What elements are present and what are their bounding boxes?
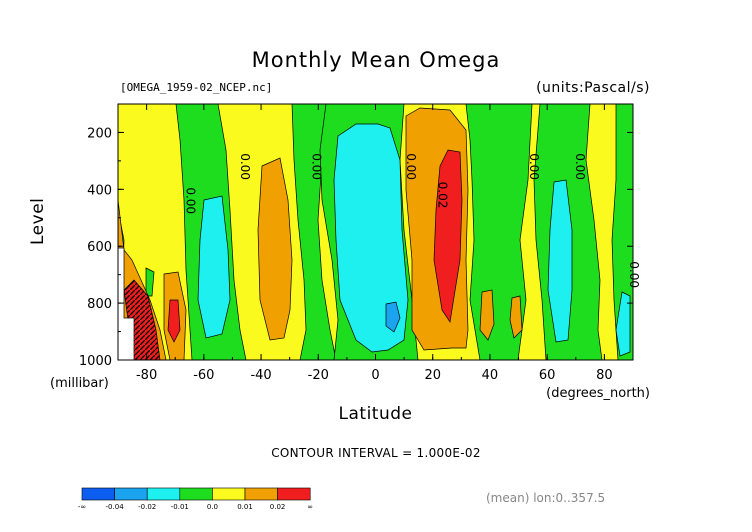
contour-labels: 0.00 0.00 0.00 0.00 0.02 0.00 0.00 0.00: [184, 153, 641, 288]
colorbar-label: -0.02: [138, 503, 156, 511]
y-tick-label: 1000: [79, 354, 112, 369]
colorbar-label: 0.0: [207, 503, 218, 511]
x-tick-label: -20: [308, 368, 329, 383]
colorbar-swatch: [277, 487, 311, 501]
source-file-label: [OMEGA_1959-02_NCEP.nc]: [120, 81, 273, 94]
x-tick-label: 40: [482, 368, 499, 383]
y-ticks: 200 400 600 800 1000: [79, 103, 633, 369]
contour-label: 0.00: [627, 261, 641, 288]
y-tick-label: 400: [87, 183, 112, 198]
x-tick-label: -60: [193, 368, 214, 383]
band-cyan-south: [197, 195, 231, 339]
colorbar-label: -0.01: [171, 503, 189, 511]
colorbar-label: -0.04: [106, 503, 125, 511]
x-axis-label: Latitude: [338, 404, 413, 424]
colorbar-swatch: [114, 487, 148, 501]
contour-label: 0.00: [527, 153, 541, 180]
x-tick-label: 0: [371, 368, 379, 383]
y-tick-label: 200: [87, 126, 112, 141]
contour-label: 0.02: [435, 182, 449, 209]
units-label: (units:Pascal/s): [536, 80, 650, 96]
x-tick-label: -40: [250, 368, 271, 383]
colorbar-label: 0.01: [237, 503, 253, 511]
band-orange-midlat: [257, 157, 293, 341]
chart-title: Monthly Mean Omega: [251, 48, 501, 72]
colorbar-swatch: [212, 487, 246, 501]
x-tick-label: 60: [539, 368, 556, 383]
colorbar-label: ∞: [307, 503, 313, 511]
band-cyan-tropics: [333, 123, 409, 353]
missing-data-region: [118, 247, 135, 360]
colorbar: -∞ -0.04 -0.02 -0.01 0.0 0.01 0.02 ∞: [78, 487, 313, 511]
contour-interval-label: CONTOUR INTERVAL = 1.000E-02: [271, 446, 481, 460]
band-red-north-tropics: [433, 149, 463, 323]
contour-label: 0.00: [573, 153, 587, 180]
band-green-blob-a: [145, 267, 155, 297]
band-cyan-pole: [615, 291, 631, 357]
band-red-south-blob: [167, 299, 181, 343]
mean-label: (mean) lon:0..357.5: [486, 491, 606, 505]
band-blue-tropics: [385, 301, 401, 333]
x-tick-label: 20: [424, 368, 441, 383]
contour-label: 0.00: [238, 153, 252, 180]
band-cyan-north: [547, 179, 573, 343]
colorbar-label: -∞: [78, 503, 86, 511]
colorbar-swatch: [179, 487, 213, 501]
colorbar-swatch: [146, 487, 181, 501]
contour-label: 0.00: [184, 187, 198, 214]
y-tick-label: 600: [87, 240, 112, 255]
x-ticks: -80 -60 -40 -20 0 20 40 60 80: [117, 104, 634, 383]
y-axis-units: (millibar): [50, 376, 109, 391]
colorbar-swatch: [81, 487, 115, 501]
band-orange-blob-b: [509, 295, 523, 339]
colorbar-swatch: [244, 487, 278, 501]
band-orange-blob-a: [479, 289, 495, 341]
x-tick-label: -80: [136, 368, 157, 383]
colorbar-label: 0.02: [270, 503, 286, 511]
y-tick-label: 800: [87, 297, 112, 312]
contour-field: [118, 104, 633, 360]
contour-label: 0.00: [404, 153, 418, 180]
x-axis-units: (degrees_north): [546, 386, 650, 401]
contour-label: 0.00: [310, 153, 324, 180]
x-tick-label: 80: [596, 368, 613, 383]
